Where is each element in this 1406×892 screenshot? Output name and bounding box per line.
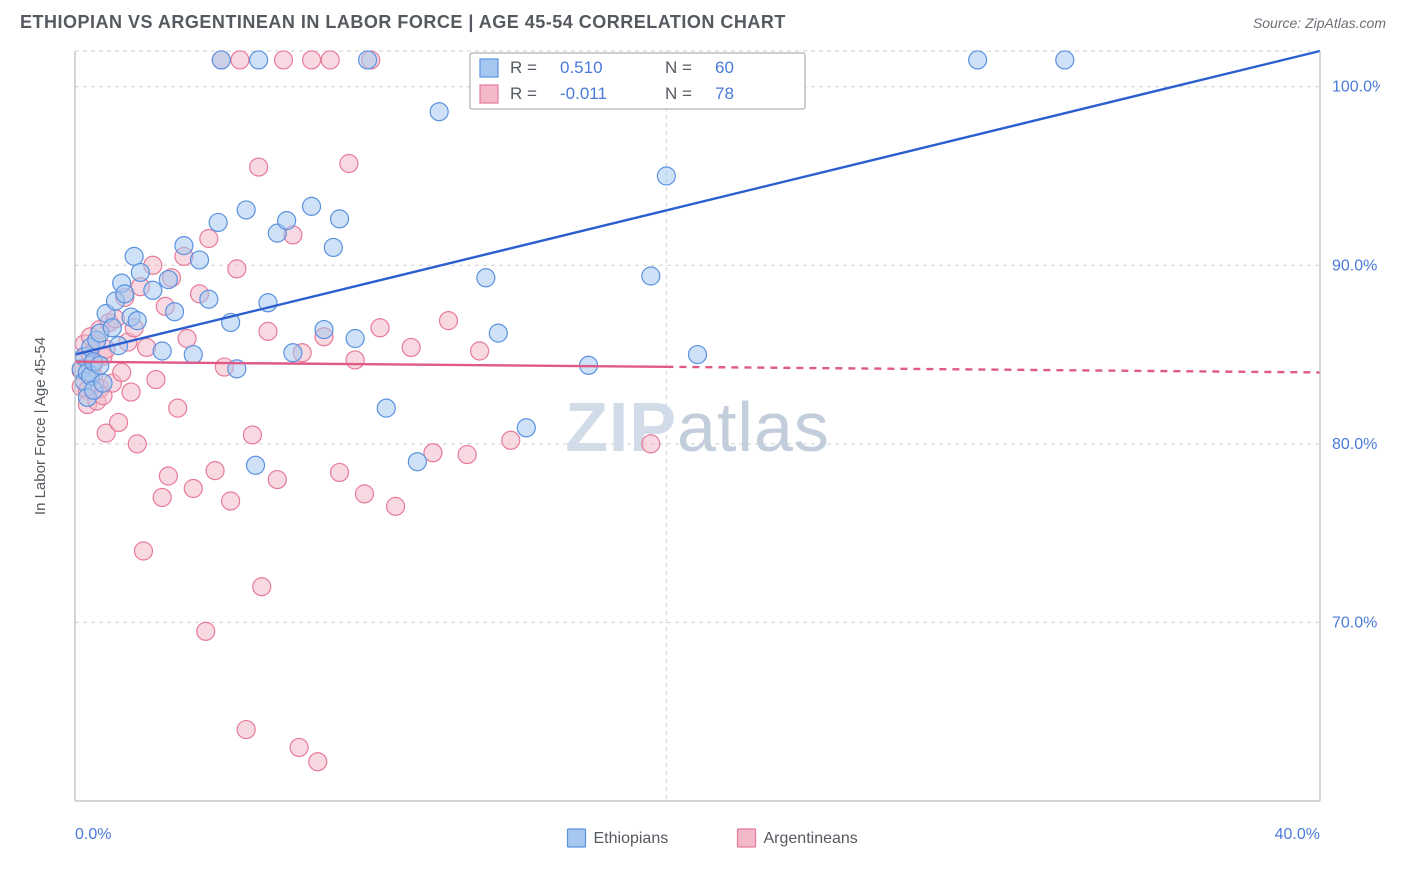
svg-text:N =: N =	[665, 84, 692, 103]
svg-text:-0.011: -0.011	[560, 84, 607, 103]
svg-text:70.0%: 70.0%	[1332, 614, 1377, 631]
svg-text:80.0%: 80.0%	[1332, 436, 1377, 453]
svg-text:90.0%: 90.0%	[1332, 257, 1377, 274]
svg-text:60: 60	[715, 58, 734, 77]
svg-text:N =: N =	[665, 58, 692, 77]
source-label: Source: ZipAtlas.com	[1253, 15, 1386, 31]
svg-text:Ethiopians: Ethiopians	[594, 830, 669, 847]
svg-text:100.0%: 100.0%	[1332, 79, 1380, 96]
chart-title: ETHIOPIAN VS ARGENTINEAN IN LABOR FORCE …	[20, 12, 786, 33]
svg-text:R =: R =	[510, 58, 537, 77]
svg-text:In Labor Force | Age 45-54: In Labor Force | Age 45-54	[32, 337, 49, 515]
svg-text:ZIPatlas: ZIPatlas	[565, 388, 830, 466]
svg-text:0.510: 0.510	[560, 58, 603, 77]
svg-text:R =: R =	[510, 84, 537, 103]
scatter-svg: ZIPatlas 70.0% 80.0% 90.0% 100.0% 0.0% 40.0% In…	[20, 41, 1380, 881]
title-bar: ETHIOPIAN VS ARGENTINEAN IN LABOR FORCE …	[0, 0, 1406, 41]
svg-text:78: 78	[715, 84, 734, 103]
svg-text:40.0%: 40.0%	[1275, 826, 1320, 843]
svg-text:Argentineans: Argentineans	[764, 830, 858, 847]
svg-text:0.0%: 0.0%	[75, 826, 111, 843]
chart: ZIPatlas 70.0% 80.0% 90.0% 100.0% 0.0% 40.0% In…	[20, 41, 1386, 881]
